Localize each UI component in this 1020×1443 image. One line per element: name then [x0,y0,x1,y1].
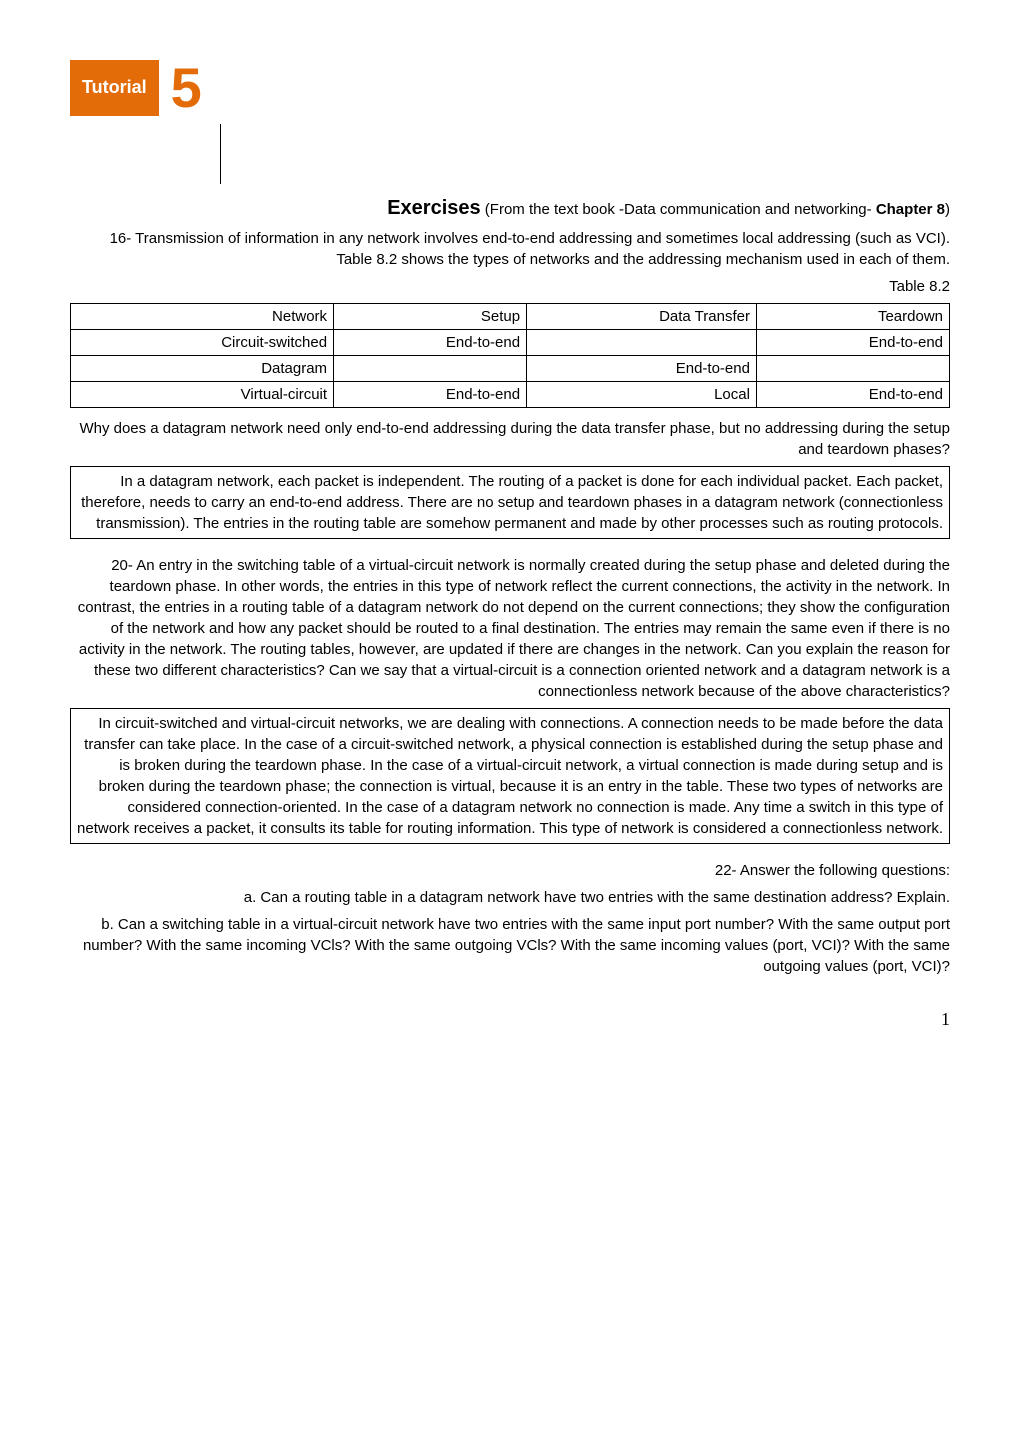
table-cell [756,356,949,382]
table-row: Circuit-switched End-to-end End-to-end [71,330,950,356]
q16-answer: In a datagram network, each packet is in… [70,466,950,539]
page-number: 1 [70,1007,950,1032]
table-cell: End-to-end [756,382,949,408]
exercises-source-close: ) [945,201,950,218]
table-row: Network Setup Data Transfer Teardown [71,304,950,330]
table-cell: Virtual-circuit [71,382,334,408]
table-cell: Data Transfer [527,304,757,330]
table-cell [334,356,527,382]
divider-line [220,124,950,184]
table-cell: Setup [334,304,527,330]
table-cell: Local [527,382,757,408]
exercises-source: (From the text book -Data communication … [481,201,876,218]
table-cell: End-to-end [334,330,527,356]
table-cell: Network [71,304,334,330]
q22-b: b. Can a switching table in a virtual-ci… [70,914,950,977]
q16-table-caption: Table 8.2 [70,276,950,297]
q20-answer: In circuit-switched and virtual-circuit … [70,708,950,844]
network-table: Network Setup Data Transfer Teardown Cir… [70,303,950,408]
q22-a: a. Can a routing table in a datagram net… [70,887,950,908]
exercises-title: Exercises [387,197,480,219]
table-cell: Circuit-switched [71,330,334,356]
tutorial-label: Tutorial [70,60,159,116]
table-cell: End-to-end [756,330,949,356]
q16-text: 16- Transmission of information in any n… [70,228,950,270]
table-row: Datagram End-to-end [71,356,950,382]
q22-lead: 22- Answer the following questions: [70,860,950,881]
table-cell: End-to-end [527,356,757,382]
q16-followup: Why does a datagram network need only en… [70,418,950,460]
table-cell [527,330,757,356]
table-row: Virtual-circuit End-to-end Local End-to-… [71,382,950,408]
q20-text: 20- An entry in the switching table of a… [70,555,950,702]
table-cell: Teardown [756,304,949,330]
table-cell: Datagram [71,356,334,382]
tutorial-number: 5 [159,60,214,116]
table-cell: End-to-end [334,382,527,408]
exercises-chapter: Chapter 8 [876,201,945,218]
exercises-heading: Exercises (From the text book -Data comm… [70,194,950,222]
tutorial-badge: Tutorial 5 [70,60,950,116]
